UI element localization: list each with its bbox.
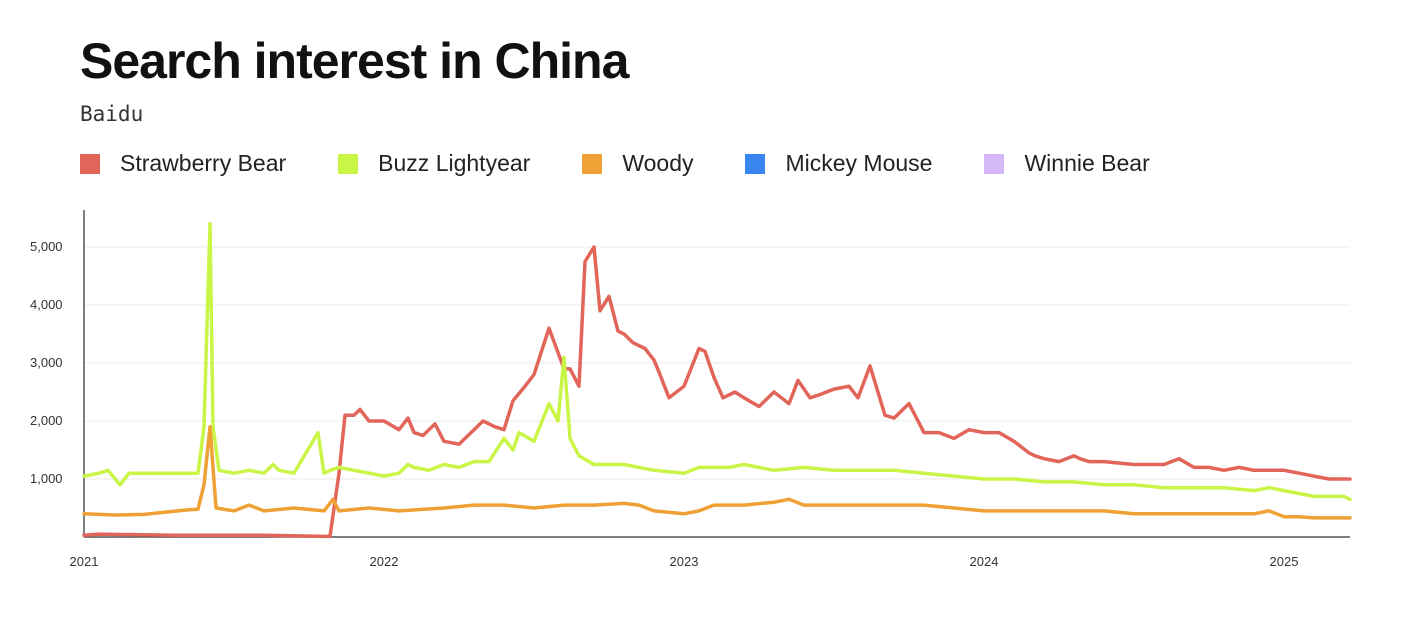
chart-legend: Strawberry Bear Buzz Lightyear Woody Mic… [80,150,1202,177]
legend-label-winnie-bear: Winnie Bear [1024,150,1150,176]
series-line-woody [82,425,1352,520]
legend-swatch-woody [582,153,603,174]
y-tick-label: 5,000 [30,239,63,254]
y-tick-label: 4,000 [30,297,63,312]
x-tick-label: 2023 [670,554,699,569]
legend-label-mickey-mouse: Mickey Mouse [785,150,933,176]
legend-item-mickey-mouse[interactable]: Mickey Mouse [745,150,932,177]
legend-label-buzz-lightyear: Buzz Lightyear [378,150,531,176]
y-tick-label: 3,000 [30,355,63,370]
legend-item-woody[interactable]: Woody [582,150,693,177]
x-tick-label: 2024 [970,554,999,569]
legend-swatch-mickey-mouse [745,153,766,174]
series-line-strawberry-bear [82,245,1352,539]
line-chart: 1,000 2,000 3,000 4,000 5,000 2021 2022 2023 202… [30,210,1352,569]
legend-item-strawberry-bear[interactable]: Strawberry Bear [80,150,286,177]
x-tick-label: 2021 [70,554,99,569]
y-tick-label: 2,000 [30,413,63,428]
legend-swatch-buzz-lightyear [338,153,359,174]
legend-label-strawberry-bear: Strawberry Bear [120,150,287,176]
legend-item-buzz-lightyear[interactable]: Buzz Lightyear [338,150,530,177]
chart-title: Search interest in China [80,33,629,89]
series-line-buzz-lightyear [82,222,1352,502]
legend-item-winnie-bear[interactable]: Winnie Bear [984,150,1150,177]
x-tick-label: 2025 [1270,554,1299,569]
legend-swatch-winnie-bear [984,153,1005,174]
legend-swatch-strawberry-bear [80,153,100,174]
chart-subtitle: Baidu [80,102,144,126]
y-tick-label: 1,000 [30,471,63,486]
x-tick-label: 2022 [370,554,399,569]
legend-label-woody: Woody [622,150,694,176]
